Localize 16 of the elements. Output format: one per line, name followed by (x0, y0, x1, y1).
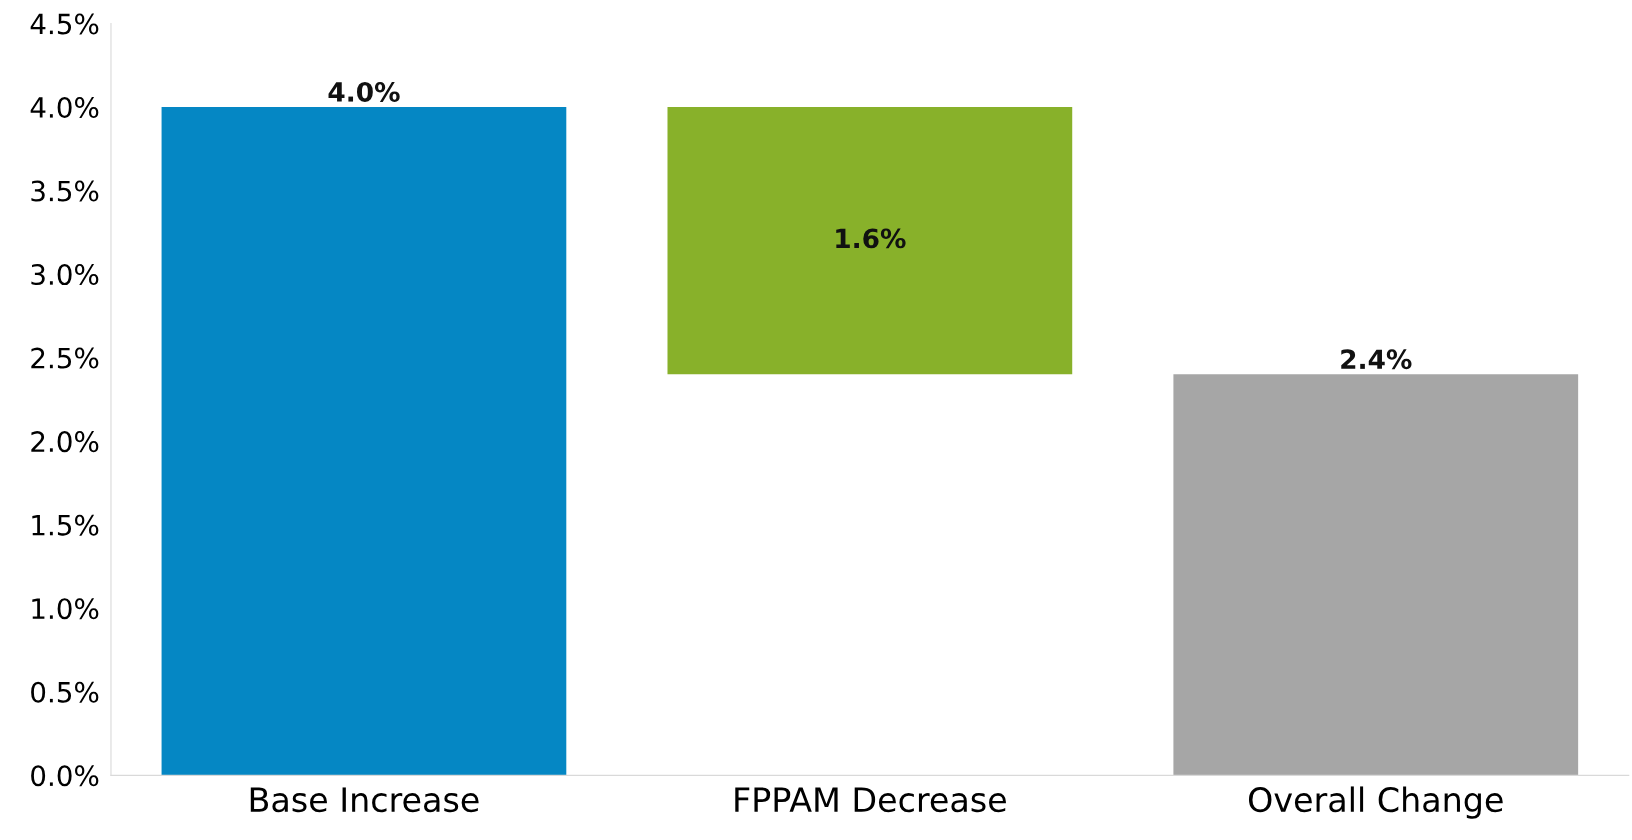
data-label: 4.0% (328, 81, 400, 102)
y-tick-label: 4.5% (30, 13, 99, 35)
y-tick-label: 0.5% (31, 681, 99, 703)
y-tick-label: 0.0% (31, 765, 99, 787)
y-tick-label: 3.5% (31, 180, 99, 202)
y-tick-label: 1.0% (32, 598, 99, 620)
data-label: 1.6% (836, 228, 906, 249)
x-tick-label: Overall Change (1248, 786, 1503, 819)
x-tick-label: FPPAM Decrease (735, 787, 1006, 813)
y-tick-label: 3.0% (31, 264, 99, 286)
y-tick-label: 4.0% (30, 96, 99, 118)
data-label: 2.4% (1341, 349, 1412, 370)
y-tick-label: 1.5% (32, 514, 99, 536)
x-tick-label: Base Increase (250, 787, 479, 813)
y-tick-label: 2.0% (31, 431, 99, 453)
y-tick-label: 2.5% (31, 347, 99, 369)
